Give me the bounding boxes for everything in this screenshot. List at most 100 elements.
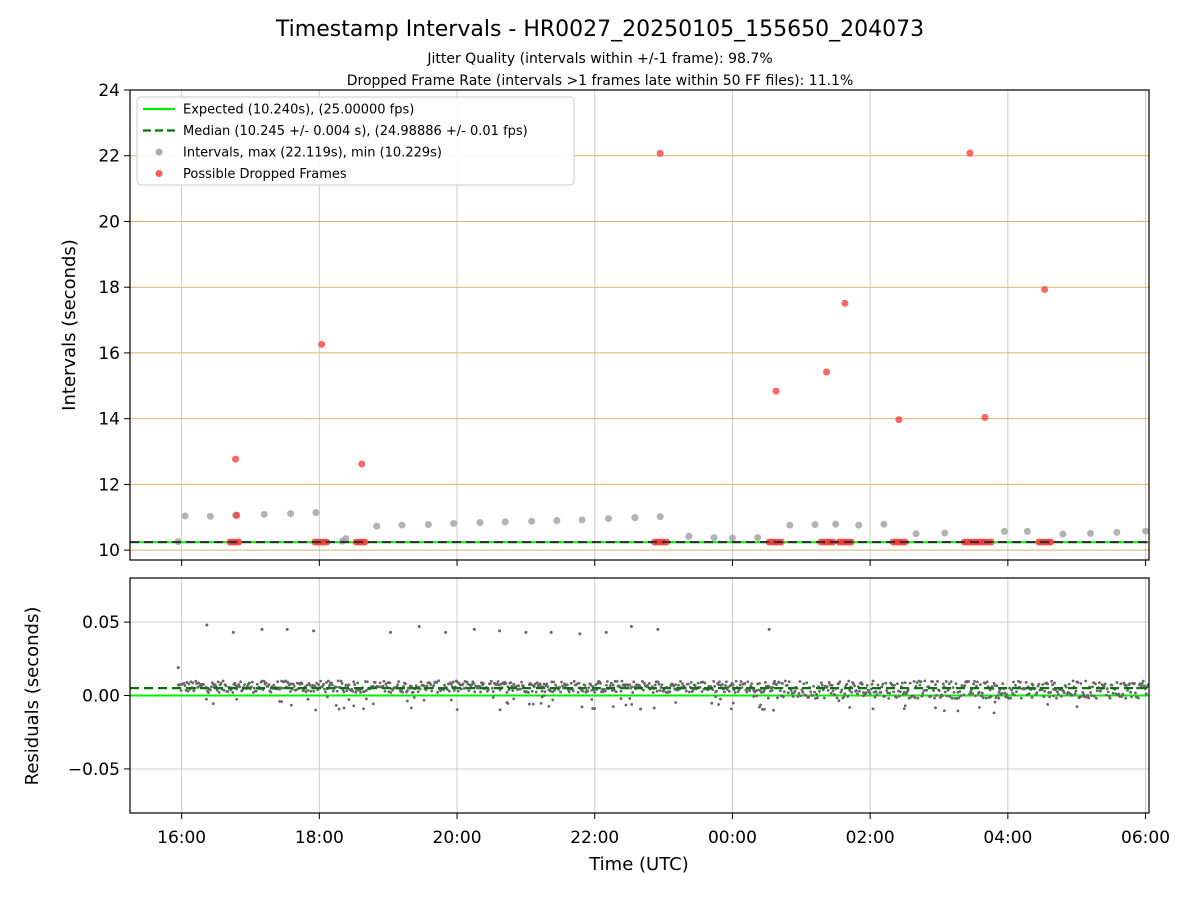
y-tick-label: 12: [98, 475, 120, 495]
residuals-y-axis-label: Residuals (seconds): [22, 607, 43, 786]
legend-swatch-marker: [155, 148, 163, 156]
intervals-panel: 10 12 14 16 18 20 22 24 Expected (10.240s), (25.…: [98, 81, 1150, 566]
residual-point: [871, 679, 875, 683]
residual-point: [534, 690, 538, 694]
residual-outlier-point: [498, 629, 502, 633]
residual-point: [1018, 680, 1022, 684]
residual-point: [1070, 694, 1074, 697]
interval-point: [754, 534, 762, 542]
residual-point: [1023, 687, 1027, 690]
residual-point: [416, 690, 420, 694]
residual-point: [898, 694, 901, 698]
residual-point: [813, 690, 816, 694]
residual-point: [733, 691, 737, 694]
residual-point: [698, 685, 702, 689]
residual-point: [1120, 695, 1124, 698]
residual-point: [292, 684, 296, 688]
interval-point: [1086, 529, 1094, 537]
residual-point: [1049, 691, 1052, 694]
residual-point: [255, 682, 259, 686]
residual-point: [1031, 683, 1035, 687]
residual-point: [1142, 684, 1146, 688]
residual-point: [365, 688, 368, 692]
residual-point: [611, 683, 615, 687]
residual-point: [553, 688, 557, 692]
residual-point: [583, 683, 587, 687]
residual-point: [512, 682, 516, 686]
residual-point: [1090, 694, 1093, 697]
residual-point: [724, 680, 728, 684]
interval-point: [631, 514, 639, 522]
x-tick-label: 22:00: [570, 828, 619, 848]
residual-point: [185, 680, 189, 684]
residual-point: [780, 682, 784, 685]
residual-point: [858, 689, 861, 693]
interval-point: [811, 521, 819, 529]
residual-point: [1019, 696, 1023, 700]
residual-point: [980, 691, 984, 695]
residual-point: [587, 686, 591, 690]
residual-point: [533, 682, 537, 686]
residual-point: [989, 695, 993, 698]
residual-point: [1129, 690, 1132, 694]
residual-point: [1080, 694, 1084, 698]
residual-point: [977, 706, 981, 709]
residual-point: [1030, 696, 1034, 699]
residual-point: [202, 682, 205, 686]
residual-point: [973, 679, 976, 683]
residual-point: [1139, 684, 1143, 688]
residual-point: [447, 689, 451, 693]
residual-point: [1134, 691, 1137, 695]
residual-point: [801, 690, 805, 694]
residual-point: [898, 690, 902, 694]
residual-point: [1037, 682, 1041, 686]
residual-point: [873, 695, 877, 699]
residual-point: [304, 690, 308, 694]
residual-point: [1093, 694, 1096, 698]
residual-point: [944, 680, 948, 683]
residual-point: [1117, 692, 1121, 696]
residual-point: [677, 683, 680, 687]
legend-label: Intervals, max (22.119s), min (10.229s): [183, 146, 442, 161]
residual-point: [946, 688, 950, 692]
residual-point: [308, 683, 312, 687]
residual-outlier-point: [472, 627, 476, 631]
residual-point: [1096, 689, 1099, 693]
residual-point: [305, 683, 309, 687]
residual-point: [319, 679, 323, 683]
residual-point: [945, 694, 949, 698]
residual-point: [972, 682, 975, 686]
residual-point: [871, 707, 875, 711]
residual-point: [359, 690, 362, 694]
residual-point: [330, 683, 334, 687]
residual-point: [743, 682, 747, 686]
residual-point: [883, 694, 887, 698]
chart-subtitle-dropped: Dropped Frame Rate (intervals >1 frames …: [347, 73, 854, 89]
residual-point: [755, 694, 759, 698]
residual-point: [641, 680, 644, 683]
residual-point: [918, 683, 922, 687]
residual-point: [853, 684, 856, 688]
residual-point: [452, 689, 456, 692]
residual-point: [300, 682, 304, 685]
residual-point: [951, 686, 955, 690]
residual-point: [581, 689, 585, 693]
residual-point: [577, 681, 581, 685]
intervals-y-axis-label: Intervals (seconds): [59, 239, 80, 411]
residual-point: [1013, 693, 1016, 697]
residual-point: [546, 685, 550, 689]
residual-point: [995, 684, 999, 688]
residual-point: [1057, 693, 1060, 696]
residual-point: [531, 702, 535, 706]
residual-point: [738, 683, 742, 687]
residual-point: [314, 708, 318, 712]
residual-point: [745, 690, 749, 694]
y-tick-label: −0.05: [68, 760, 120, 780]
residual-point: [888, 691, 892, 695]
residual-point: [429, 683, 433, 687]
residual-point: [736, 690, 740, 694]
residual-point: [1062, 691, 1066, 695]
residual-point: [411, 690, 415, 694]
residual-point: [887, 696, 891, 700]
residual-point: [342, 706, 346, 710]
